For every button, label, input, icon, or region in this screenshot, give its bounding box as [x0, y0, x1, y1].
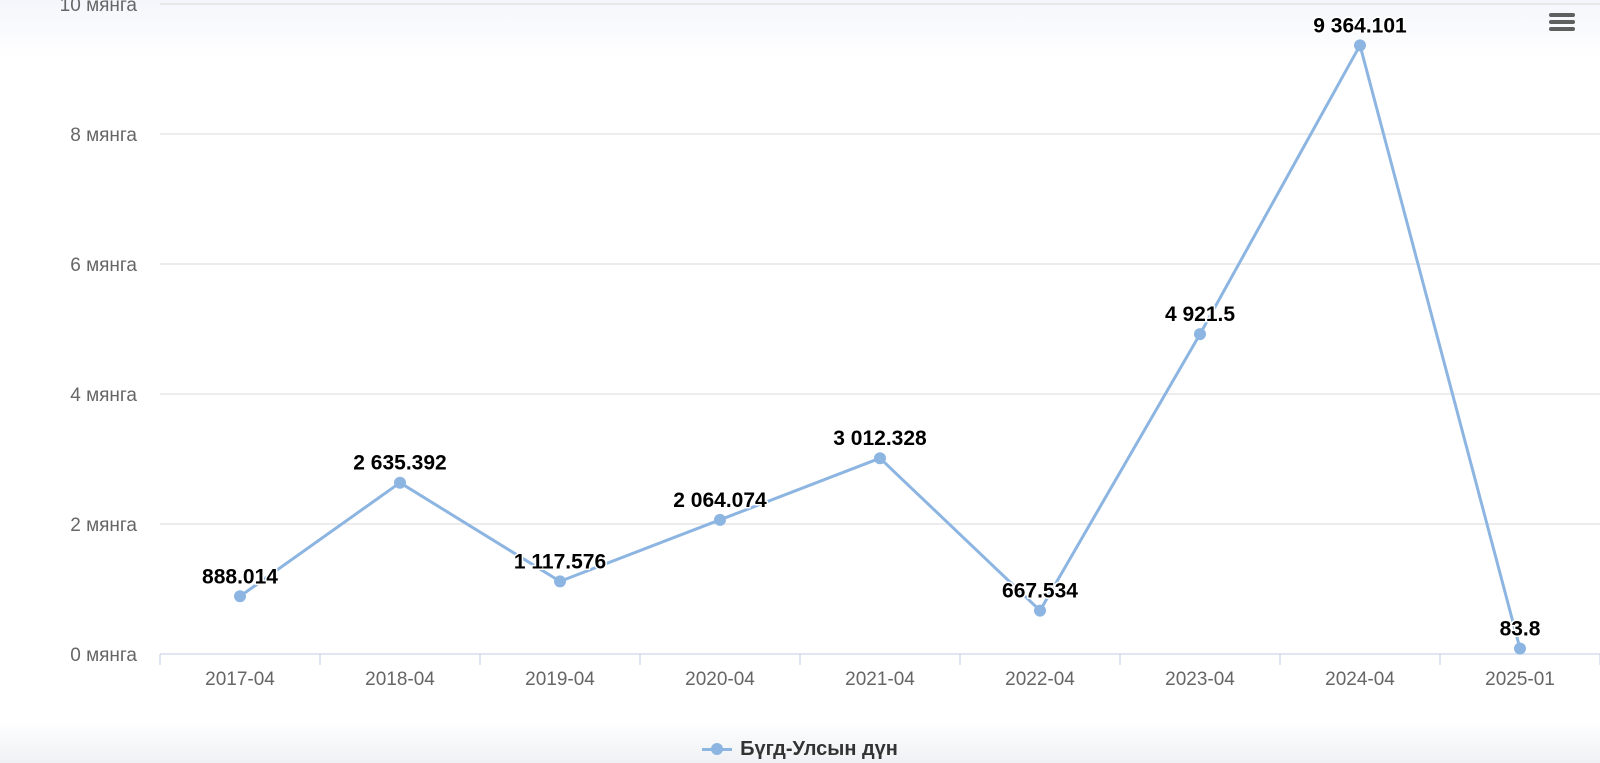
- data-label: 2 064.074: [673, 489, 767, 512]
- hamburger-menu-icon-line: [1549, 20, 1575, 24]
- chart-menu-button[interactable]: [1546, 10, 1578, 38]
- data-label: 888.014: [202, 565, 278, 588]
- series-line[interactable]: [239, 43, 1522, 649]
- plot-background-top: [0, 0, 1600, 60]
- x-axis: 2017-04 2018-04 2019-04 2020-04 2021-04 2022-…: [159, 653, 1600, 690]
- y-tick-label: 8 мянга: [70, 125, 137, 146]
- grid-lines: [160, 3, 1600, 525]
- data-point[interactable]: [1514, 642, 1526, 655]
- x-tick-label: 2022-04: [1005, 669, 1075, 690]
- hamburger-menu-icon: [1549, 13, 1575, 17]
- x-tick-label: 2017-04: [205, 669, 275, 690]
- x-tick-label: 2020-04: [685, 669, 755, 690]
- data-point[interactable]: [394, 476, 406, 489]
- data-labels: 888.014 2 635.392 1 117.576 2 064.074 3 012.…: [201, 13, 1543, 642]
- data-label: 1 117.576: [514, 550, 606, 573]
- x-tick-label: 2023-04: [1165, 669, 1235, 690]
- series-bugd-ulsyn-dun[interactable]: [234, 39, 1526, 655]
- data-point[interactable]: [234, 590, 246, 603]
- x-tick-label: 2021-04: [845, 669, 915, 690]
- data-point[interactable]: [874, 452, 886, 465]
- data-point[interactable]: [714, 513, 726, 526]
- data-point[interactable]: [1034, 604, 1046, 617]
- data-label: 2 635.392: [353, 452, 446, 475]
- data-point[interactable]: [1354, 39, 1366, 52]
- legend-label: Бүгд-Улсын дүн: [740, 737, 898, 760]
- legend-line-marker-icon: [702, 742, 733, 756]
- data-label: 3 012.328: [833, 427, 927, 450]
- y-tick-label: 6 мянга: [70, 255, 137, 276]
- y-tick-label: 2 мянга: [70, 515, 137, 536]
- data-point[interactable]: [1194, 328, 1206, 341]
- data-label: 667.534: [1002, 580, 1078, 603]
- y-tick-label: 0 мянга: [70, 645, 137, 666]
- hamburger-menu-icon-line: [1549, 27, 1575, 31]
- legend-item[interactable]: Бүгд-Улсын дүн: [0, 736, 1600, 762]
- legend-background: [0, 720, 1600, 763]
- x-tick-label: 2025-01: [1485, 669, 1555, 690]
- data-label: 83.8: [1500, 618, 1541, 641]
- data-point[interactable]: [554, 575, 566, 588]
- data-label: 4 921.5: [1165, 303, 1235, 326]
- x-tick-label: 2024-04: [1325, 669, 1395, 690]
- y-tick-label: 4 мянга: [70, 385, 137, 406]
- y-axis-labels: 0 мянга 2 мянга 4 мянга 6 мянга 8 мянга 10 мя…: [60, 0, 138, 666]
- x-tick-label: 2018-04: [365, 669, 435, 690]
- x-tick-label: 2019-04: [525, 669, 595, 690]
- data-label: 9 364.101: [1313, 14, 1407, 37]
- y-tick-label: 10 мянга: [60, 0, 138, 16]
